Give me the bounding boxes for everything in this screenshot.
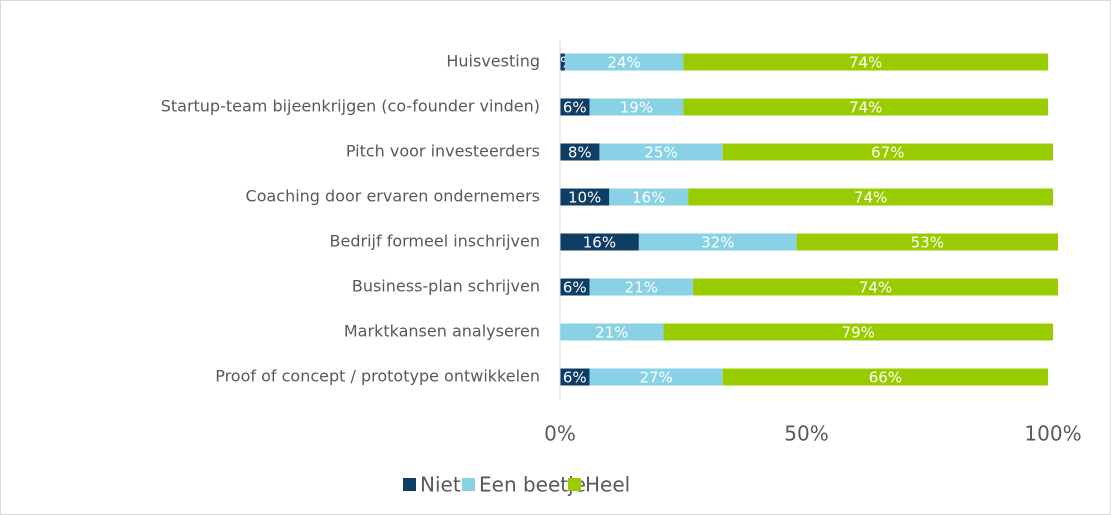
data-label: 74% bbox=[854, 189, 887, 207]
x-tick-label: 50% bbox=[784, 422, 828, 446]
data-label: 16% bbox=[632, 189, 665, 207]
data-label: 6% bbox=[563, 369, 587, 387]
bar-segment bbox=[589, 368, 723, 386]
category-label: Coaching door ervaren ondernemers bbox=[246, 187, 540, 206]
data-label: 6% bbox=[563, 99, 587, 117]
data-label: 24% bbox=[607, 54, 640, 72]
bar-segment bbox=[560, 278, 590, 296]
x-tick-label: 0% bbox=[544, 422, 576, 446]
data-label: 27% bbox=[639, 369, 672, 387]
bar-segment bbox=[722, 368, 1049, 386]
bar-segment bbox=[560, 323, 664, 341]
bar-segment bbox=[638, 233, 797, 251]
category-label: Business-plan schrijven bbox=[352, 277, 540, 296]
bar-segment bbox=[564, 53, 684, 71]
data-label: 16% bbox=[583, 234, 616, 252]
data-label: 74% bbox=[849, 99, 882, 117]
category-label: Startup-team bijeenkrijgen (co-founder v… bbox=[161, 97, 540, 116]
bar-segment bbox=[560, 188, 610, 206]
bar-segment bbox=[560, 98, 590, 116]
bar-segment bbox=[560, 233, 639, 251]
data-label: 32% bbox=[701, 234, 734, 252]
data-label: 10% bbox=[568, 189, 601, 207]
bar-segment bbox=[589, 278, 694, 296]
bar-segment bbox=[609, 188, 689, 206]
legend-swatch bbox=[568, 478, 581, 491]
bar-segment bbox=[589, 98, 684, 116]
data-label: 19% bbox=[620, 99, 653, 117]
data-label: 67% bbox=[871, 144, 904, 162]
bar-segment bbox=[560, 53, 565, 71]
category-label: Pitch voor investeerders bbox=[346, 142, 540, 161]
data-label: 25% bbox=[644, 144, 677, 162]
bar-segment bbox=[688, 188, 1053, 206]
bar-segment bbox=[683, 98, 1049, 116]
data-label: 66% bbox=[869, 369, 902, 387]
bar-segment bbox=[599, 143, 723, 161]
category-label: Bedrijf formeel inschrijven bbox=[330, 232, 540, 251]
legend-swatch bbox=[462, 478, 475, 491]
data-label: 53% bbox=[911, 234, 944, 252]
data-label: 74% bbox=[859, 279, 892, 297]
bar-segment bbox=[683, 53, 1049, 71]
data-label: 21% bbox=[595, 324, 628, 342]
legend-swatch bbox=[403, 478, 416, 491]
x-tick-label: 100% bbox=[1024, 422, 1081, 446]
data-label: 8% bbox=[568, 144, 592, 162]
data-label: 6% bbox=[563, 279, 587, 297]
bar-segment bbox=[693, 278, 1058, 296]
data-label: 79% bbox=[842, 324, 875, 342]
bar-segment bbox=[796, 233, 1058, 251]
category-label: Huisvesting bbox=[446, 52, 540, 71]
bar-segment bbox=[560, 368, 590, 386]
legend-label: Niet bbox=[420, 473, 461, 497]
category-label: Proof of concept / prototype ontwikkelen bbox=[215, 367, 540, 386]
bar-segment bbox=[663, 323, 1053, 341]
bar-segment bbox=[722, 143, 1053, 161]
legend-label: Heel bbox=[585, 473, 630, 497]
bar-segment bbox=[560, 143, 600, 161]
data-label: 21% bbox=[625, 279, 658, 297]
data-label: 74% bbox=[849, 54, 882, 72]
category-label: Marktkansen analyseren bbox=[344, 322, 540, 341]
